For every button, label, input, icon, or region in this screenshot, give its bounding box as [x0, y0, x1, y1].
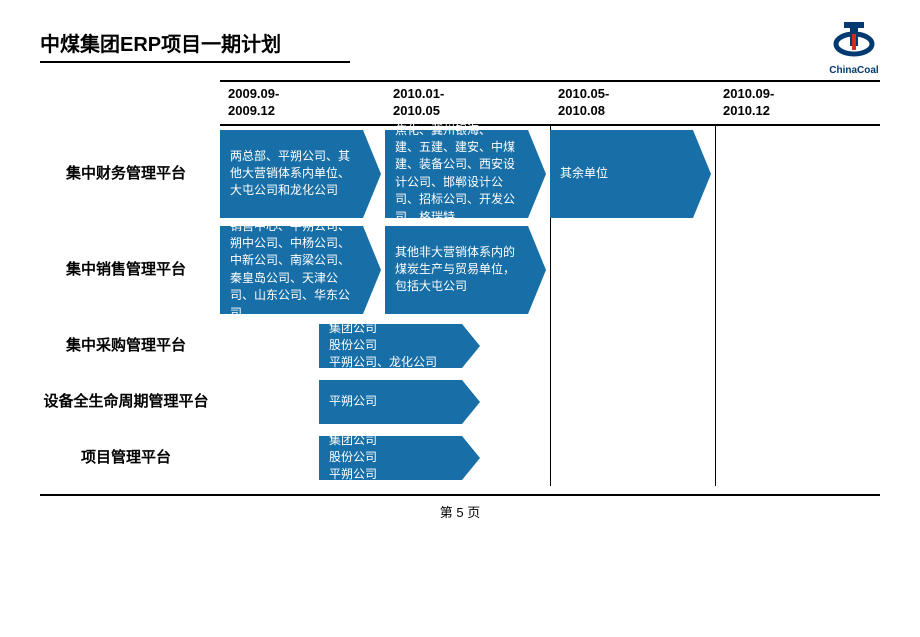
arrow-block: 其他非大营销体系内的煤炭生产与贸易单位，包括大屯公司	[385, 226, 528, 314]
logo-text: ChinaCoal	[828, 65, 880, 76]
time-header-0: 2009.09- 2009.12	[220, 86, 385, 120]
row-label: 设备全生命周期管理平台	[40, 392, 220, 412]
title-underline	[40, 61, 350, 63]
time-header-2: 2010.05- 2010.08	[550, 86, 715, 120]
rows-container: 集中财务管理平台两总部、平朔公司、其他大营销体系内单位、大屯公司和龙化公司焦化、…	[40, 126, 880, 486]
row-content: 销售中心、平朔公司、朔中公司、中杨公司、中新公司、南梁公司、秦皇岛公司、天津公司…	[220, 222, 880, 318]
row-content: 集团公司 股份公司 平朔公司	[220, 432, 880, 484]
arrow-block: 其余单位	[550, 130, 693, 218]
arrow-block: 销售中心、平朔公司、朔中公司、中杨公司、中新公司、南梁公司、秦皇岛公司、天津公司…	[220, 226, 363, 314]
time-header-1: 2010.01- 2010.05	[385, 86, 550, 120]
time-header-3: 2010.09- 2010.12	[715, 86, 880, 120]
page-footer: 第 5 页	[40, 502, 880, 521]
timeline-row: 集中销售管理平台销售中心、平朔公司、朔中公司、中杨公司、中新公司、南梁公司、秦皇…	[40, 222, 880, 318]
header-row: 中煤集团ERP项目一期计划 ChinaCoal	[40, 20, 880, 76]
title-block: 中煤集团ERP项目一期计划	[40, 20, 350, 75]
timeline-row: 项目管理平台 集团公司 股份公司 平朔公司	[40, 430, 880, 486]
row-label: 集中财务管理平台	[40, 164, 220, 184]
arrow-block: 焦化、冀州银海、一建、五建、建安、中煤建、装备公司、西安设计公司、邯郸设计公司、…	[385, 130, 528, 218]
bottom-line	[40, 494, 880, 496]
timeline-row: 集中财务管理平台两总部、平朔公司、其他大营销体系内单位、大屯公司和龙化公司焦化、…	[40, 126, 880, 222]
slide-page: 中煤集团ERP项目一期计划 ChinaCoal 2009.09- 2009.12…	[0, 0, 920, 531]
arrow-block: 两总部、平朔公司、其他大营销体系内单位、大屯公司和龙化公司	[220, 130, 363, 218]
row-content: 集团公司 股份公司 平朔公司、龙化公司	[220, 320, 880, 372]
row-content: 平朔公司	[220, 376, 880, 428]
arrow-block: 平朔公司	[319, 380, 462, 424]
arrow-block: 集团公司 股份公司 平朔公司	[319, 436, 462, 480]
timeline-row: 设备全生命周期管理平台 平朔公司	[40, 374, 880, 430]
timeline: 2009.09- 2009.122010.01- 2010.052010.05-…	[40, 80, 880, 496]
row-label: 集中采购管理平台	[40, 336, 220, 356]
logo: ChinaCoal	[828, 20, 880, 76]
row-label: 集中销售管理平台	[40, 260, 220, 280]
time-headers: 2009.09- 2009.122010.01- 2010.052010.05-…	[220, 80, 880, 126]
timeline-row: 集中采购管理平台 集团公司 股份公司 平朔公司、龙化公司	[40, 318, 880, 374]
row-content: 两总部、平朔公司、其他大营销体系内单位、大屯公司和龙化公司焦化、冀州银海、一建、…	[220, 126, 880, 222]
chinacoal-logo-icon	[828, 20, 880, 58]
page-title: 中煤集团ERP项目一期计划	[40, 28, 350, 57]
arrow-block: 集团公司 股份公司 平朔公司、龙化公司	[319, 324, 462, 368]
row-label: 项目管理平台	[40, 448, 220, 468]
